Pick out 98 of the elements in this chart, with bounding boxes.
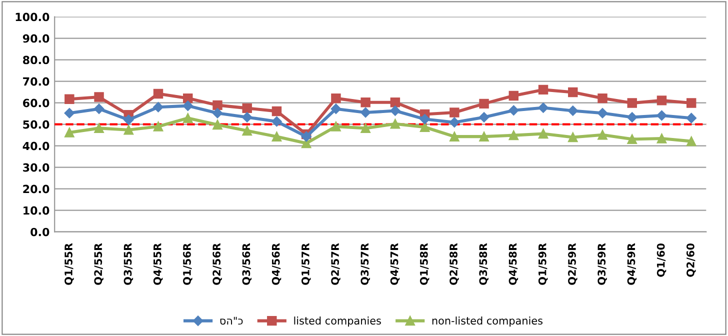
point [360,107,371,118]
x-tick-label: Q1/60 [656,243,666,277]
point [478,112,490,122]
point [360,123,370,134]
point [360,98,370,108]
y-tick-label: 100.0 [16,12,50,22]
point [538,84,548,95]
y-tick-label: 80.0 [23,56,50,64]
point [64,128,74,138]
point [568,106,578,116]
x-tick-label: Q3/58R [479,243,488,285]
point [331,93,341,104]
point [242,112,252,122]
y-tick-label: 60.0 [23,98,50,108]
x-tick-label: Q4/56R [272,243,282,285]
x-tick-label: Q2/56R [212,243,222,285]
point [390,106,400,116]
y-tick-label: 40.0 [22,142,50,150]
point [242,103,252,114]
point [568,87,578,98]
point [64,94,74,104]
x-tick-label: Q3/59R [598,243,607,285]
legend-label: listed companies [294,316,381,327]
x-tick-label: Q1/57R [301,243,311,285]
point [627,98,637,108]
point [598,130,608,140]
x-tick-label: Q1/56R [183,243,192,285]
x-tick-label: Q1/55R [64,243,74,285]
y-tick-label: 10.0 [24,206,50,215]
point [272,116,282,127]
x-tick-label: Q2/58R [450,243,459,285]
point [153,102,164,112]
point [686,136,696,146]
legend-label: סה"כ [220,316,243,325]
point [182,100,193,111]
point [390,119,400,129]
y-tick-label: 90.0 [22,34,50,43]
y-tick-label: 20.0 [23,184,50,194]
point [153,88,164,99]
point [568,132,578,142]
y-tick-label: 70.0 [23,77,50,86]
x-tick-label: Q1/59R [538,243,548,285]
y-tick-label: 30.0 [23,163,50,172]
x-tick-label: Q2/57R [331,243,340,285]
point [94,92,104,102]
y-tick-label: 50.0 [23,120,50,129]
x-tick-label: Q4/57R [390,243,400,285]
point [627,112,638,122]
point [94,104,104,114]
point [124,125,134,135]
point [420,114,430,124]
point [656,134,667,144]
x-tick-label: Q2/60 [686,243,696,277]
point [153,122,164,132]
point [212,120,222,130]
point [242,126,252,136]
point [686,112,696,124]
point [508,90,519,101]
x-tick-label: Q1/58R [420,243,430,285]
point [212,108,223,118]
point [450,132,460,142]
point [598,93,608,104]
point [508,130,519,140]
x-tick-label: Q3/56R [242,243,252,285]
point [272,132,282,142]
point [183,113,193,123]
point [450,108,460,118]
point [420,122,430,132]
legend-label: non-listed companies [432,316,542,327]
point [390,98,400,108]
point [301,131,312,142]
point [212,100,222,110]
point [538,102,548,113]
x-tick-label: Q2/59R [568,243,578,285]
point [508,105,519,116]
point [124,114,134,125]
x-tick-label: Q3/57R [360,243,370,285]
point [272,106,282,116]
point [627,134,637,144]
x-tick-label: Q3/55R [124,243,134,285]
point [479,132,489,142]
y-tick-label: 0.0 [30,228,50,236]
point [330,104,342,114]
point [479,98,489,109]
point [656,110,667,121]
point [597,108,608,118]
point [331,122,341,132]
point [183,93,193,104]
point [64,108,75,118]
point [686,98,696,108]
x-tick-label: Q4/59R [627,243,637,285]
x-tick-label: Q4/58R [508,243,518,285]
point [94,123,104,134]
point [656,96,667,106]
point [449,117,460,128]
x-tick-label: Q4/55R [153,243,163,285]
x-tick-label: Q2/55R [94,243,104,285]
point [538,128,548,139]
